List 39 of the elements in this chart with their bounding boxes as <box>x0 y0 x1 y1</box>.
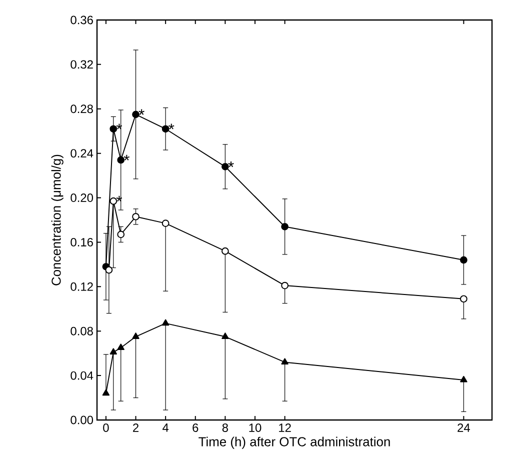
point <box>281 282 289 290</box>
point <box>222 247 229 255</box>
y-tick-label: 0.28 <box>70 104 93 114</box>
y-tick-label: 0.16 <box>70 238 93 246</box>
point <box>460 376 468 382</box>
point <box>460 295 468 303</box>
point <box>117 230 125 238</box>
x-tick-label: 10 <box>249 424 262 432</box>
y-axis-title: Concentration (μmol/g) <box>51 154 64 286</box>
x-tick-label: 24 <box>458 424 470 432</box>
x-tick-label: 8 <box>222 424 228 432</box>
y-tick-label: 0.12 <box>70 282 93 291</box>
x-tick-label: 4 <box>162 424 169 432</box>
y-tick-label: 0.36 <box>70 16 93 24</box>
y-tick-label: 0.24 <box>70 149 94 158</box>
point <box>110 125 118 133</box>
x-tick-label: 2 <box>133 424 138 432</box>
y-tick-label: 0.04 <box>70 371 94 380</box>
y-tick-label: 0.00 <box>70 416 94 424</box>
annotation: * <box>168 124 174 130</box>
point <box>460 256 468 264</box>
annotation: * <box>138 109 144 115</box>
point <box>132 110 140 118</box>
point <box>281 222 289 230</box>
x-tick-label: 0 <box>103 424 109 432</box>
annotation: * <box>124 154 130 160</box>
point <box>110 197 118 205</box>
y-tick-label: 0.20 <box>70 194 94 202</box>
x-tick-label: 6 <box>192 424 198 432</box>
point <box>132 212 140 220</box>
point <box>222 162 229 170</box>
x-axis-title: Time (h) after OTC administration <box>198 436 390 449</box>
y-tick-label: 0.32 <box>70 60 93 69</box>
point <box>162 125 170 133</box>
y-tick-label: 0.08 <box>70 326 93 336</box>
point <box>162 220 170 228</box>
x-tick-label: 12 <box>279 424 291 432</box>
annotation: * <box>228 161 234 168</box>
point <box>105 266 113 274</box>
